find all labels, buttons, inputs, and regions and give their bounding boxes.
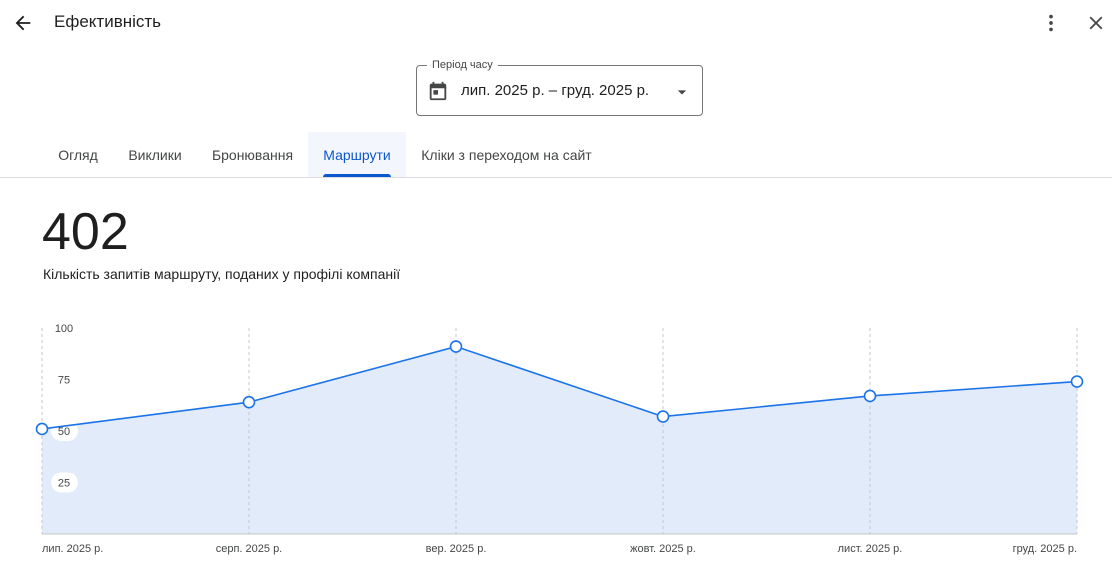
tab-bookings[interactable]: Бронювання [197,132,308,177]
x-tick-label: груд. 2025 р. [1013,543,1077,555]
series-line [41,345,1078,430]
tab-directions[interactable]: Маршрути [308,132,406,177]
y-tick-pill [51,472,78,493]
tab-label: Огляд [58,146,98,163]
x-tick-label: лист. 2025 р. [838,543,903,555]
data-point [449,340,463,353]
data-point [35,422,49,436]
y-tick-label: 100 [55,323,73,335]
dropdown-arrow-icon [677,90,687,95]
more-vert-icon [1049,14,1053,32]
metric-caption: Кількість запитів маршруту, поданих у пр… [43,266,401,282]
period-value: лип. 2025 р. – груд. 2025 р. [461,82,650,99]
y-tick-pill [51,421,78,441]
x-tick-label: серп. 2025 р. [216,543,283,555]
close-icon [1089,16,1103,30]
period-label: Період часу [427,58,498,72]
calendar-icon [429,81,447,101]
arrow-back-icon [15,15,31,31]
tab-label: Виклики [128,146,182,163]
active-tab-indicator [323,174,391,177]
total-count: 402 [42,203,129,261]
y-tick-label: 50 [58,426,70,438]
tab-bar: Огляд Виклики Бронювання Маршрути Кліки … [0,132,1112,178]
x-tick-label: лип. 2025 р. [42,543,103,555]
more-options-button[interactable] [1035,7,1067,39]
directions-chart: 25 50 75 100 лип. 2025 р. серп. 2025 р. вер. 2… [35,318,1084,555]
tab-website-clicks[interactable]: Кліки з переходом на сайт [406,132,607,177]
tab-calls[interactable]: Виклики [113,132,197,177]
tab-label: Маршрути [323,146,391,163]
y-tick-label: 25 [58,478,70,490]
x-tick-label: жовт. 2025 р. [630,543,696,555]
tab-overview[interactable]: Огляд [43,132,113,177]
tab-label: Кліки з переходом на сайт [421,146,592,163]
data-point [1070,375,1084,388]
back-button[interactable] [7,7,39,39]
data-point [242,395,256,409]
page-title: Ефективність [54,12,162,31]
x-tick-label: вер. 2025 р. [426,543,487,555]
y-tick-label: 75 [58,375,70,387]
data-point [863,389,877,403]
data-point [656,410,670,423]
y-tick-pill [51,318,78,338]
close-button[interactable] [1080,7,1112,39]
y-tick-pill [51,369,78,390]
tab-label: Бронювання [211,146,294,163]
series-area [42,346,1077,534]
period-select[interactable]: Період часу лип. 2025 р. – груд. 2025 р. [416,58,703,116]
